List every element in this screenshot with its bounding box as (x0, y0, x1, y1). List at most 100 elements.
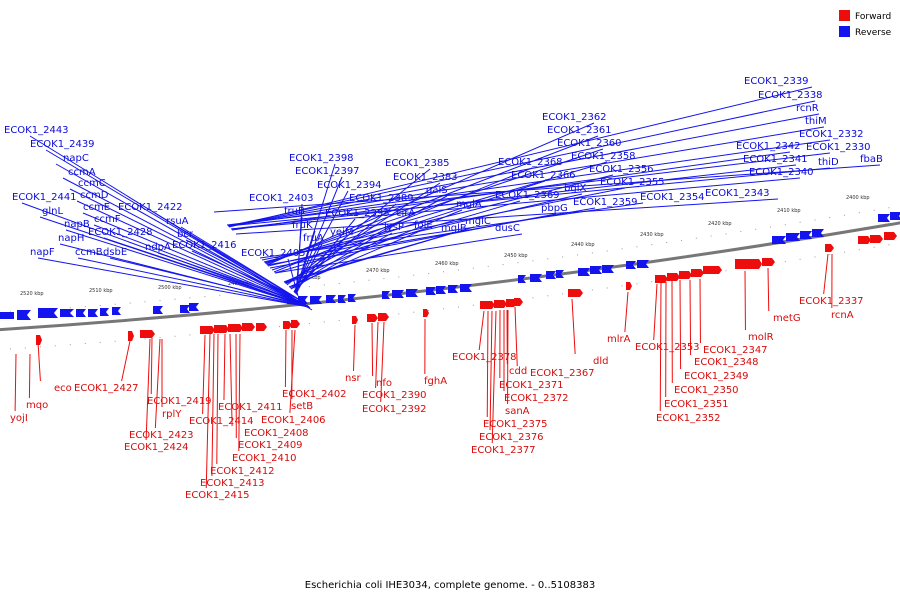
gene-label[interactable]: ECOK1_2340 (749, 167, 814, 178)
gene-label[interactable]: pbpG (541, 203, 568, 214)
gene-label[interactable]: ECOK1_2408 (244, 428, 309, 439)
reverse-gene-arrow[interactable] (310, 296, 322, 304)
gene-label[interactable]: ECOK1_2341 (743, 154, 808, 165)
reverse-gene-arrow[interactable] (436, 286, 446, 294)
gene-label[interactable]: ECOK1_2403 (249, 193, 314, 204)
reverse-gene-arrow[interactable] (812, 229, 824, 237)
gene-label[interactable]: yojI (10, 413, 28, 424)
gene-label[interactable]: ECOK1_2389 (349, 193, 414, 204)
reverse-gene-arrow[interactable] (88, 309, 98, 317)
gene-label[interactable]: thiD (818, 157, 839, 168)
gene-label[interactable]: mglB (441, 223, 467, 234)
gene-label[interactable]: eco (54, 383, 72, 394)
forward-gene-arrow[interactable] (703, 266, 722, 274)
gene-label[interactable]: ECOK1_2342 (736, 141, 801, 152)
gene-label[interactable]: fghA (424, 376, 447, 387)
reverse-gene-arrow[interactable] (60, 309, 74, 317)
gene-label[interactable]: ECOK1_2378 (452, 352, 517, 363)
gene-label[interactable]: ECOK1_2422 (118, 202, 183, 213)
gene-label[interactable]: ECOK1_2411 (218, 402, 283, 413)
reverse-gene-arrow[interactable] (890, 212, 900, 220)
reverse-gene-arrow[interactable] (518, 275, 526, 283)
gene-label[interactable]: ECOK1_2367 (530, 368, 595, 379)
forward-gene-arrow[interactable] (568, 289, 583, 297)
forward-gene-arrow[interactable] (367, 314, 378, 322)
reverse-gene-arrow[interactable] (348, 294, 356, 302)
gene-label[interactable]: ccmD (80, 190, 109, 201)
gene-label[interactable]: ECOK1_2358 (571, 151, 636, 162)
gene-label[interactable]: ECOK1_2366 (511, 170, 576, 181)
forward-gene-arrow[interactable] (228, 324, 243, 332)
gene-label[interactable]: ECOK1_2353 (635, 342, 700, 353)
gene-label[interactable]: ECOK1_2352 (656, 413, 721, 424)
gene-label[interactable]: ECOK1_2339 (744, 76, 809, 87)
reverse-gene-arrow[interactable] (382, 291, 390, 299)
reverse-gene-arrow[interactable] (326, 295, 336, 303)
gene-label[interactable]: ECOK1_2359 (573, 197, 638, 208)
gene-label[interactable]: ECOK1_2392 (362, 404, 427, 415)
gene-label[interactable]: dusC (495, 223, 520, 234)
forward-gene-arrow[interactable] (679, 271, 692, 279)
gene-label[interactable]: ECOK1_2410 (232, 453, 297, 464)
gene-label[interactable]: ECOK1_2351 (664, 399, 729, 410)
gene-label[interactable]: ECOK1_2372 (504, 393, 569, 404)
gene-label[interactable]: galS (426, 185, 448, 196)
gene-label[interactable]: mqo (26, 400, 48, 411)
forward-gene-arrow[interactable] (291, 320, 300, 328)
gene-label[interactable]: ECOK1_2428 (88, 227, 153, 238)
gene-label[interactable]: ECOK1_2361 (547, 125, 612, 136)
gene-label[interactable]: dsbE (103, 247, 127, 258)
reverse-gene-arrow[interactable] (38, 308, 58, 318)
gene-label[interactable]: ECOK1_2330 (806, 142, 871, 153)
reverse-gene-arrow[interactable] (426, 287, 436, 295)
gene-label[interactable]: ECOK1_2350 (674, 385, 739, 396)
gene-label[interactable]: glnL (42, 206, 63, 217)
forward-gene-arrow[interactable] (256, 323, 267, 331)
gene-label[interactable]: ccmF (94, 214, 121, 225)
reverse-gene-arrow[interactable] (800, 231, 812, 239)
gene-label[interactable]: sanA (505, 406, 530, 417)
gene-label[interactable]: ECOK1_2332 (799, 129, 864, 140)
reverse-gene-arrow[interactable] (878, 214, 890, 222)
gene-label[interactable]: ECOK1_2383 (393, 172, 458, 183)
reverse-gene-arrow[interactable] (530, 274, 542, 282)
forward-gene-arrow[interactable] (514, 298, 523, 306)
forward-gene-arrow[interactable] (667, 273, 680, 281)
gene-label[interactable]: ECOK1_2441 (12, 192, 77, 203)
gene-label[interactable]: ECOK1_2385 (385, 158, 450, 169)
gene-label[interactable]: ECOK1_2427 (74, 383, 139, 394)
gene-label[interactable]: ECOK1_2354 (640, 192, 705, 203)
gene-label[interactable]: ECOK1_2406 (261, 415, 326, 426)
gene-label[interactable]: rplY (162, 409, 182, 420)
forward-gene-arrow[interactable] (626, 282, 632, 290)
gene-label[interactable]: fbaB (860, 154, 883, 165)
gene-label[interactable]: bglX (564, 183, 586, 194)
forward-gene-arrow[interactable] (884, 232, 897, 240)
reverse-gene-arrow[interactable] (153, 306, 163, 314)
gene-label[interactable]: thiM (805, 116, 827, 127)
gene-label[interactable]: ECOK1_2368 (498, 157, 563, 168)
reverse-gene-arrow[interactable] (460, 284, 472, 292)
forward-gene-arrow[interactable] (691, 269, 704, 277)
reverse-gene-arrow[interactable] (17, 310, 31, 320)
gene-label[interactable]: bcr (177, 229, 194, 240)
gene-label[interactable]: ECOK1_2338 (758, 90, 823, 101)
forward-gene-arrow[interactable] (735, 259, 762, 269)
forward-gene-arrow[interactable] (352, 316, 358, 324)
gene-label[interactable]: napB (64, 219, 90, 230)
reverse-gene-arrow[interactable] (546, 271, 556, 279)
gene-label[interactable]: ECOK1_2337 (799, 296, 864, 307)
gene-label[interactable]: fruK (292, 220, 313, 231)
gene-label[interactable]: lysP (384, 222, 404, 233)
forward-gene-arrow[interactable] (655, 275, 668, 283)
gene-label[interactable]: ECOK1_2443 (4, 125, 69, 136)
gene-label[interactable]: ECOK1_2423 (129, 430, 194, 441)
gene-label[interactable]: nfo (376, 378, 392, 389)
gene-label[interactable]: setB (291, 401, 313, 412)
gene-label[interactable]: ECOK1_2412 (210, 466, 275, 477)
gene-label[interactable]: dld (593, 356, 608, 367)
gene-label[interactable]: ECOK1_2439 (30, 139, 95, 150)
gene-label[interactable]: ECOK1_2377 (471, 445, 536, 456)
reverse-gene-arrow[interactable] (0, 312, 14, 319)
gene-label[interactable]: ECOK1_2349 (684, 371, 749, 382)
